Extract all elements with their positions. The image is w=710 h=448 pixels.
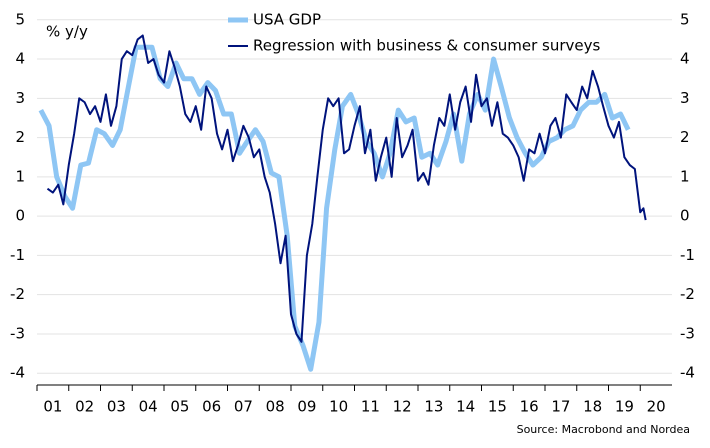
legend-label: Regression with business & consumer surv… xyxy=(253,37,601,55)
x-tick-label: 02 xyxy=(75,398,94,416)
y-tick-label: -3 xyxy=(10,324,25,342)
x-tick-label: 20 xyxy=(647,398,666,416)
y2-tick-label: 1 xyxy=(680,167,690,185)
x-tick-label: 01 xyxy=(43,398,62,416)
series-line xyxy=(38,44,631,372)
y-axis-label: % y/y xyxy=(46,23,88,41)
x-tick-label: 15 xyxy=(488,398,507,416)
x-tick-label: 16 xyxy=(520,398,539,416)
x-tick-label: 10 xyxy=(329,398,348,416)
y-tick-label: -4 xyxy=(10,364,25,382)
y2-tick-label: -4 xyxy=(680,364,695,382)
x-tick-label: 12 xyxy=(393,398,412,416)
y2-tick-label: 3 xyxy=(680,89,690,107)
y-tick-label: 5 xyxy=(15,10,25,28)
y2-tick-label: 0 xyxy=(680,207,690,225)
y-tick-label: 4 xyxy=(15,50,25,68)
y-tick-label: -2 xyxy=(10,285,25,303)
source-note: Source: Macrobond and Nordea xyxy=(517,423,690,436)
x-tick-label: 06 xyxy=(202,398,221,416)
y-tick-label: -1 xyxy=(10,246,25,264)
x-tick-label: 04 xyxy=(139,398,158,416)
y2-tick-label: 4 xyxy=(680,50,690,68)
x-tick-label: 09 xyxy=(297,398,316,416)
y2-tick-label: -2 xyxy=(680,285,695,303)
x-tick-label: 07 xyxy=(234,398,253,416)
x-tick-label: 14 xyxy=(456,398,475,416)
y2-tick-label: -3 xyxy=(680,324,695,342)
x-tick-label: 18 xyxy=(583,398,602,416)
y-tick-label: 1 xyxy=(15,167,25,185)
x-tick-label: 05 xyxy=(170,398,189,416)
y-tick-label: 2 xyxy=(15,128,25,146)
x-tick-label: 08 xyxy=(266,398,285,416)
x-tick-label: 17 xyxy=(551,398,570,416)
y-tick-label: 0 xyxy=(15,207,25,225)
x-tick-label: 03 xyxy=(107,398,126,416)
x-tick-label: 11 xyxy=(361,398,380,416)
y2-tick-label: 5 xyxy=(680,10,690,28)
y2-tick-label: -1 xyxy=(680,246,695,264)
series-line xyxy=(46,34,647,343)
x-tick-label: 13 xyxy=(424,398,443,416)
y-tick-label: 3 xyxy=(15,89,25,107)
x-tick-label: 19 xyxy=(615,398,634,416)
y2-tick-label: 2 xyxy=(680,128,690,146)
legend-label: USA GDP xyxy=(253,11,321,29)
